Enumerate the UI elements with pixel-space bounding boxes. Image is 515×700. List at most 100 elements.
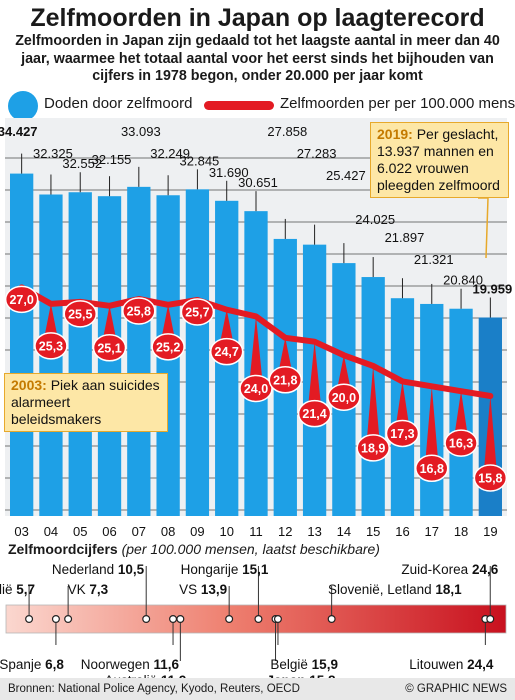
bar-value-label: 32.552 [62,156,102,171]
rates-subtitle: (per 100.000 mensen, laatst beschikbare) [121,541,380,557]
country-name: Japan [266,673,309,678]
rate-marker [180,298,215,326]
country-value: 24,4 [467,657,494,672]
x-tick-label: 17 [425,524,439,538]
x-tick-label: 14 [337,524,351,538]
country-value: 24,6 [472,562,499,577]
annotation-2003-text: Piek aan suicides alarmeert beleidsmaker… [11,377,160,427]
country-label: Zuid-Korea 24,6 [401,562,498,577]
country-name: Noorwegen [81,657,154,672]
page-title: Zelfmoorden in Japan op laagterecord [30,4,485,32]
x-tick-label: 09 [190,524,204,538]
rate-value-label: 16,3 [449,437,473,451]
bar [68,192,92,516]
rate-marker [4,285,39,314]
country-value: 13,9 [201,582,227,597]
country-value: 15,8 [309,673,336,678]
bar-value-label: 21.321 [414,252,454,267]
rate-value-label: 21,4 [302,407,326,421]
rate-marker-pointer [44,303,57,334]
x-tick-label: 06 [102,524,116,538]
country-label: Nederland 10,5 [52,562,145,577]
country-marker [142,614,151,623]
rate-value-label: 25,2 [156,340,180,354]
footer-sources: Bronnen: National Police Agency, Kyodo, … [8,683,300,695]
rate-value-label: 17,3 [390,427,414,441]
rate-marker-pointer [279,337,292,368]
country-marker [176,614,185,623]
country-value: 11,9 [161,673,187,678]
country-name: Nederland [52,562,118,577]
rate-marker-pointer [425,386,438,457]
bar-value-label: 31.690 [209,165,249,180]
rate-value-label: 24,7 [215,345,239,359]
rate-marker [209,337,244,366]
rate-marker-pointer [103,305,116,336]
annotation-2003-year: 2003: [11,377,47,393]
rate-value-label: 25,3 [39,339,63,353]
rate-marker [239,374,273,403]
annotation-2019-text: Per geslacht, 13.937 mannen en 6.022 vro… [377,126,500,193]
x-tick-label: 10 [219,524,233,538]
annotation-2019-pointer [478,197,489,259]
annotation-2003: 2003: Piek aan suicides alarmeert beleid… [4,373,168,432]
rate-marker [444,429,478,457]
bar-value-label: 33.093 [121,124,161,139]
rate-value-label: 27,0 [9,293,33,307]
rate-marker [92,334,127,362]
rate-line [18,284,494,399]
country-value: 6,8 [45,657,64,672]
x-tick-label: 18 [454,524,468,538]
rate-marker-pointer [484,396,497,466]
country-value: 10,5 [118,562,145,577]
country-label: Slovenië, Letland 18,1 [328,582,462,597]
country-label: Noorwegen 11,6 [81,657,180,672]
rate-marker-pointer [308,341,321,402]
x-tick-label: 19 [483,524,497,538]
country-label: VK 7,3 [68,582,109,597]
annotation-2019: 2019: Per geslacht, 13.937 mannen en 6.0… [370,122,509,198]
country-name: Spanje [0,657,45,672]
x-tick-label: 04 [44,524,58,538]
rate-value-label: 21,8 [273,373,297,387]
rate-marker [268,366,303,394]
rate-marker-pointer [455,391,468,432]
country-label: VS 13,9 [179,582,227,597]
legend-line-swatch [204,101,274,110]
rate-value-label: 15,8 [478,472,502,486]
rates-section-title: Zelfmoordcijfers (per 100.000 mensen, la… [8,541,380,557]
rate-marker [473,464,508,492]
legend-line-label: Zelfmoorden per per 100.000 mensen [280,95,515,112]
country-name: Zuid-Korea [401,562,472,577]
legend-bar-swatch [8,91,38,121]
x-tick-label: 05 [73,524,87,538]
country-marker [254,614,263,623]
bar-value-label: 32.155 [92,152,132,167]
bar-value-label: 32.325 [33,146,73,161]
country-marker [64,614,73,623]
country-marker [51,614,60,623]
rate-marker [63,300,97,328]
rate-marker [122,297,156,325]
country-label: België 15,9 [270,657,338,672]
annotation-2019-year: 2019: [377,126,413,142]
country-label: Litouwen 24,4 [409,657,494,672]
x-tick-label: 16 [395,524,409,538]
country-marker [169,614,178,623]
country-label: Hongarije 15,1 [181,562,269,577]
bar-value-label: 20.840 [443,273,483,288]
rate-value-label: 18,9 [361,441,385,455]
rate-marker-pointer [220,309,233,340]
bar-value-label: 34.427 [0,124,38,139]
page-subtitle: Zelfmoorden in Japan zijn gedaald tot he… [15,33,500,84]
bar-value-label: 27.283 [297,146,337,161]
bar-value-label: 30.651 [238,175,278,190]
country-name: Italië [0,582,16,597]
bar-value-label: 19.959 [472,281,512,296]
footer: Bronnen: National Police Agency, Kyodo, … [0,678,515,700]
country-label: Japan 15,8 [266,673,336,678]
bar [127,186,151,516]
country-label: Australië 11,9 [105,673,187,678]
rate-marker-pointer [367,365,380,436]
bar-value-label: 25.427 [326,168,366,183]
